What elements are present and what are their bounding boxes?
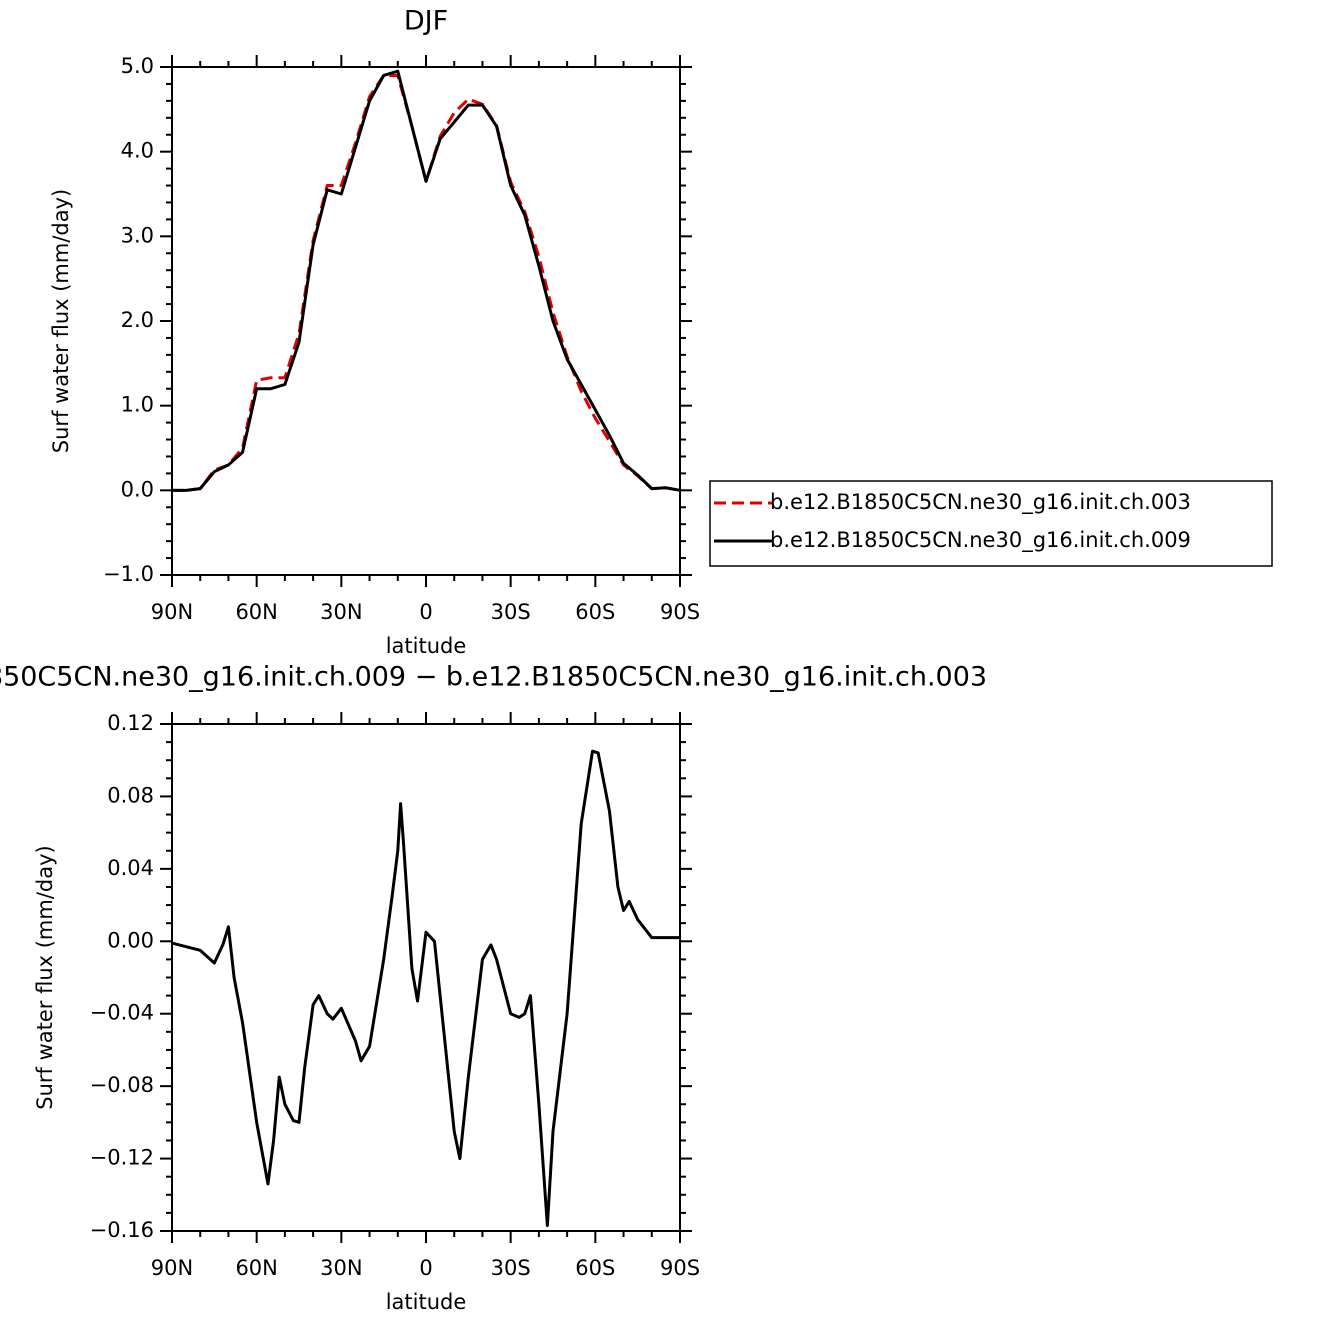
x-axis-label: latitude: [386, 634, 467, 658]
y-tick-label: −0.08: [90, 1073, 154, 1097]
y-tick-label: 0.04: [107, 856, 154, 880]
y-axis-label: Surf water flux (mm/day): [33, 845, 57, 1110]
x-tick-label: 90S: [660, 1256, 700, 1280]
y-tick-label: 0.12: [107, 711, 154, 735]
y-tick-label: 4.0: [121, 139, 154, 163]
x-tick-label: 60N: [235, 1256, 277, 1280]
plot-frame: [171, 723, 681, 1232]
y-tick-label: 0.08: [107, 783, 154, 807]
x-tick-label: 0: [419, 1256, 432, 1280]
x-tick-label: 60N: [235, 600, 277, 624]
y-tick-label: 2.0: [121, 308, 154, 332]
x-tick-label: 30N: [320, 1256, 362, 1280]
y-tick-label: 3.0: [121, 223, 154, 247]
series-line: [172, 69, 681, 492]
y-tick-label: 0.0: [121, 477, 154, 501]
x-tick-label: 30N: [320, 600, 362, 624]
x-tick-label: 30S: [491, 1256, 531, 1280]
y-tick-label: −0.12: [90, 1146, 154, 1170]
x-tick-label: 0: [419, 600, 432, 624]
x-tick-label: 90S: [660, 600, 700, 624]
y-tick-label: 1.0: [121, 393, 154, 417]
y-tick-label: 0.00: [107, 928, 154, 952]
y-tick-label: −0.16: [90, 1218, 154, 1242]
x-tick-label: 90N: [151, 1256, 193, 1280]
chart-title: b.e12.B1850C5CN.ne30_g16.init.ch.009 − b…: [0, 662, 987, 693]
y-axis-label: Surf water flux (mm/day): [49, 189, 73, 454]
y-tick-label: −0.04: [90, 1001, 154, 1025]
legend-box: [709, 480, 1273, 567]
y-tick-label: 5.0: [121, 54, 154, 78]
x-axis-label: latitude: [386, 1290, 467, 1314]
x-tick-label: 30S: [491, 600, 531, 624]
plot-frame: [171, 66, 681, 576]
x-tick-label: 60S: [575, 1256, 615, 1280]
x-tick-label: 60S: [575, 600, 615, 624]
chart-title: DJF: [404, 6, 448, 37]
series-line: [171, 749, 680, 1228]
legend-label: b.e12.B1850C5CN.ne30_g16.init.ch.003: [770, 490, 1191, 515]
y-tick-label: −1.0: [103, 562, 154, 586]
x-tick-label: 90N: [151, 600, 193, 624]
legend-label: b.e12.B1850C5CN.ne30_g16.init.ch.009: [770, 528, 1191, 553]
